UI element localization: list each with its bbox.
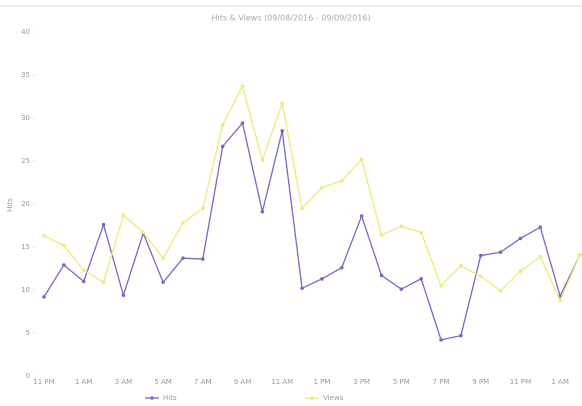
data-point — [121, 293, 126, 297]
legend-label: Hits — [163, 394, 177, 402]
y-tick-label: 10 — [21, 286, 30, 294]
y-tick-label: 15 — [21, 243, 30, 251]
data-point — [439, 283, 443, 288]
data-point — [161, 280, 165, 285]
data-point — [121, 213, 126, 217]
y-tick-label: 0 — [26, 372, 30, 380]
chart-title: Hits & Views (09/08/2016 - 09/09/2016) — [212, 14, 371, 23]
data-point — [359, 157, 364, 162]
x-tick-label: 7 AM — [194, 378, 212, 386]
data-point — [62, 243, 66, 248]
data-point — [280, 129, 285, 133]
data-point — [478, 274, 483, 279]
x-tick-label: 9 AM — [234, 378, 252, 386]
data-point — [81, 279, 86, 284]
data-point — [161, 256, 165, 260]
data-point — [81, 268, 86, 273]
x-tick-label: 1 PM — [313, 378, 330, 386]
x-tick-label: 11 PM — [33, 378, 54, 386]
data-point — [201, 206, 205, 211]
data-point — [439, 338, 443, 342]
x-tick-label: 5 PM — [393, 378, 410, 386]
data-point — [518, 236, 523, 241]
data-point — [300, 206, 304, 211]
data-point — [558, 298, 562, 303]
data-point — [538, 254, 543, 259]
data-point — [101, 280, 106, 285]
y-tick-label: 20 — [21, 200, 30, 208]
x-tick-label: 1 AM — [75, 378, 93, 386]
data-point — [339, 178, 344, 183]
data-point — [220, 144, 225, 149]
data-point — [498, 289, 503, 293]
data-point — [339, 265, 344, 270]
data-point — [240, 84, 245, 88]
x-tick-label: 1 AM — [551, 378, 569, 386]
data-point — [399, 224, 404, 229]
data-point — [419, 277, 423, 281]
x-tick-label: 11 PM — [510, 378, 531, 386]
data-point — [518, 269, 523, 273]
data-point — [141, 230, 146, 235]
y-tick-label: 35 — [21, 71, 30, 79]
data-point — [42, 295, 46, 299]
data-point — [260, 209, 265, 214]
x-tick-label: 3 PM — [353, 378, 370, 386]
series-line — [43, 84, 581, 302]
y-tick-label: 25 — [21, 157, 30, 165]
data-point — [101, 222, 106, 227]
data-point — [419, 230, 423, 235]
data-point — [399, 287, 404, 291]
data-point — [42, 234, 46, 238]
series-line — [43, 121, 581, 341]
x-tick-label: 3 AM — [115, 378, 133, 386]
x-tick-label: 11 AM — [271, 378, 293, 386]
data-point — [62, 263, 66, 267]
x-tick-label: 5 AM — [154, 378, 172, 386]
data-point — [320, 277, 324, 281]
data-point — [240, 121, 245, 125]
data-point — [181, 221, 185, 225]
data-point — [379, 273, 384, 278]
data-point — [379, 233, 384, 237]
x-tick-label: 7 PM — [433, 378, 450, 386]
data-point — [181, 256, 185, 260]
y-tick-label: 5 — [26, 329, 30, 337]
data-point — [320, 185, 324, 190]
data-point — [459, 333, 463, 338]
legend-marker — [310, 396, 314, 400]
legend-marker — [150, 396, 154, 400]
data-point — [459, 264, 463, 268]
data-point — [220, 123, 225, 127]
data-point — [260, 158, 265, 162]
data-point — [280, 101, 285, 106]
data-point — [538, 225, 543, 230]
legend-label: Views — [323, 394, 344, 402]
y-tick-label: 30 — [21, 114, 30, 122]
y-tick-label: 40 — [21, 28, 30, 36]
data-point — [478, 253, 483, 258]
data-point — [498, 250, 503, 254]
y-axis-label: Hits — [6, 198, 14, 212]
data-point — [578, 252, 582, 257]
data-point — [300, 286, 304, 291]
data-point — [201, 257, 205, 261]
x-tick-label: 9 PM — [472, 378, 489, 386]
data-point — [359, 214, 364, 218]
